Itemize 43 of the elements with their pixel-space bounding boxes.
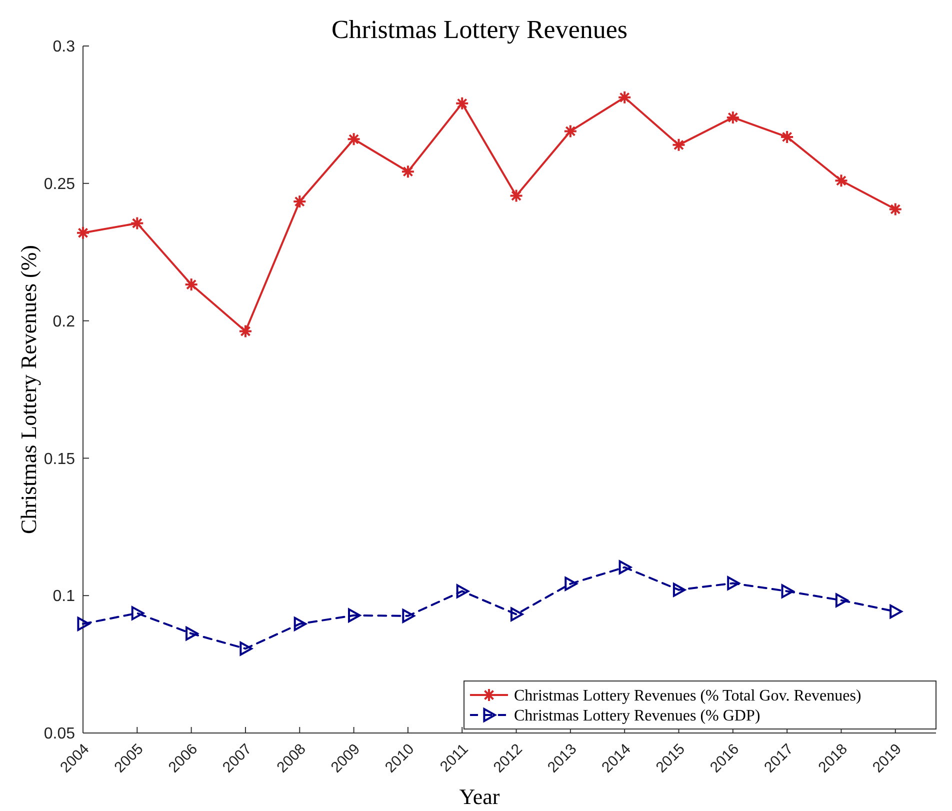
point <box>672 138 686 152</box>
point <box>563 124 578 138</box>
point <box>726 110 740 124</box>
point <box>238 324 252 338</box>
point <box>727 576 740 590</box>
point <box>888 202 902 216</box>
point <box>780 130 794 144</box>
y-tick-label: 0.15 <box>44 450 76 468</box>
point <box>564 576 578 591</box>
point <box>130 216 144 230</box>
point <box>292 194 307 209</box>
point <box>240 642 252 656</box>
legend-label: Christmas Lottery Revenues (% GDP) <box>514 708 760 725</box>
point <box>77 616 90 631</box>
point <box>346 132 361 146</box>
point <box>834 174 848 188</box>
point <box>184 278 198 292</box>
point <box>455 96 470 110</box>
x-axis-title: Year <box>459 784 500 809</box>
point <box>456 584 470 598</box>
point <box>186 626 198 641</box>
point <box>400 164 415 179</box>
y-tick-label: 0.05 <box>44 726 76 743</box>
y-tick-label: 0.1 <box>52 588 76 606</box>
y-tick-label: 0.3 <box>52 38 76 56</box>
point <box>672 582 686 597</box>
point <box>348 608 361 622</box>
y-axis-title: Christmas Lottery Revenues (%) <box>16 245 41 534</box>
point <box>835 593 848 608</box>
point <box>509 188 524 203</box>
y-tick-label: 0.25 <box>44 176 76 193</box>
point <box>618 90 632 104</box>
point <box>131 606 144 620</box>
legend-label: Christmas Lottery Revenues (% Total Gov. Revenues) <box>514 688 862 705</box>
point <box>890 604 902 619</box>
point <box>781 584 794 598</box>
point <box>402 608 415 623</box>
point <box>294 616 307 631</box>
chart-title: Christmas Lottery Revenues <box>331 15 628 44</box>
point <box>618 560 632 574</box>
point <box>76 226 90 240</box>
point <box>510 607 524 622</box>
y-tick-label: 0.2 <box>52 313 76 330</box>
